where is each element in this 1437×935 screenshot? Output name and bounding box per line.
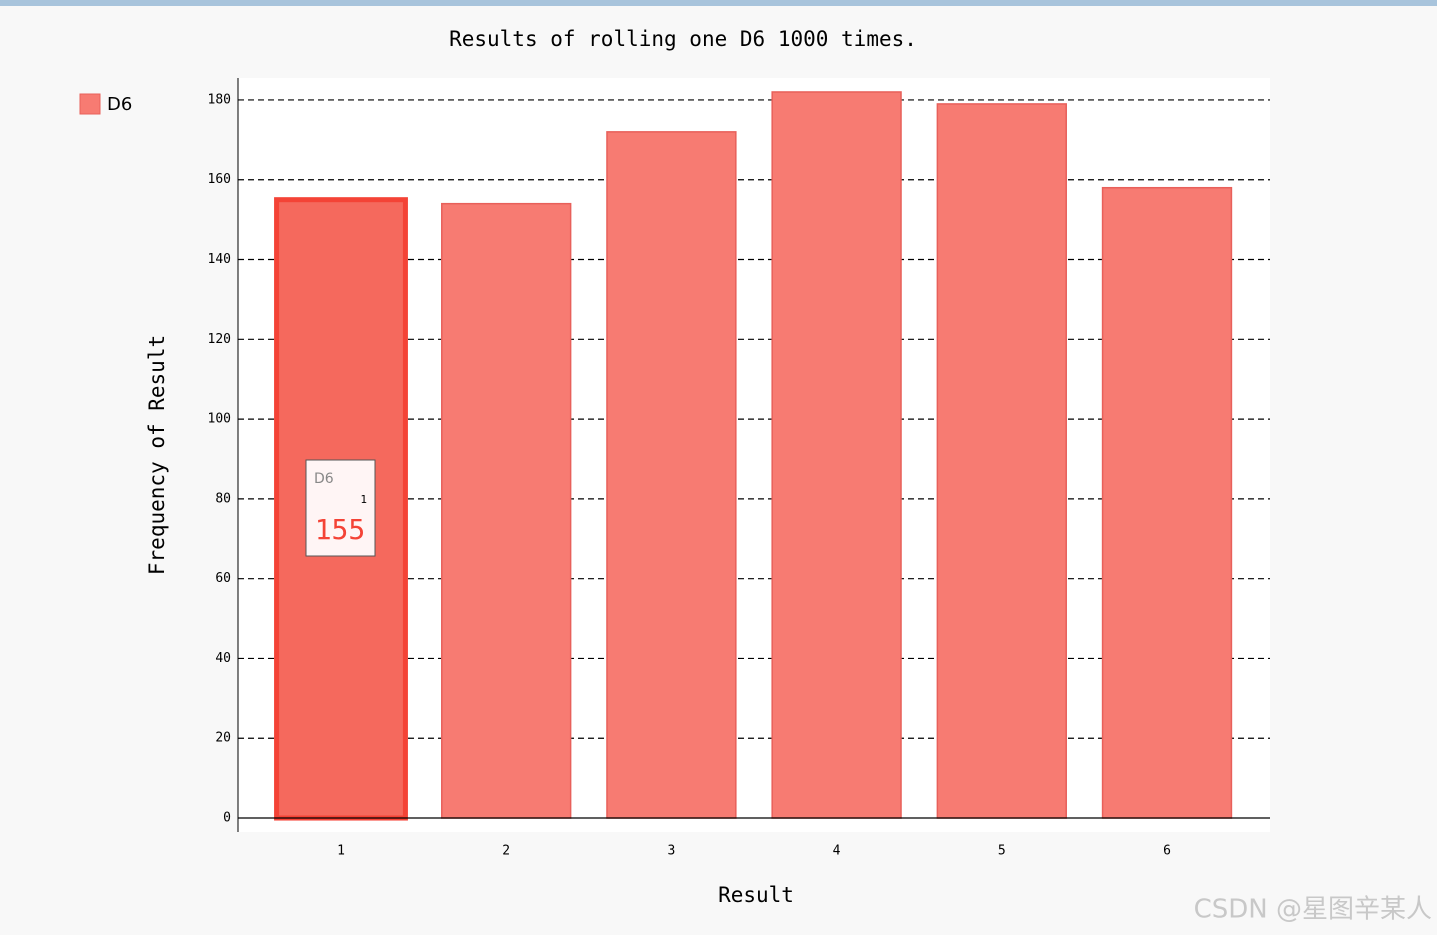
y-tick-label: 20 [215,731,231,746]
bar [771,91,902,819]
tooltip-category: 1 [360,493,367,506]
y-tick-label: 80 [215,491,231,506]
y-tick-label: 160 [208,172,231,187]
y-tick-label: 60 [215,571,231,586]
x-tick-label: 1 [337,844,345,859]
tooltip-value: 155 [315,513,366,546]
x-tick-label: 6 [1163,844,1171,859]
bar [441,202,572,819]
x-tick-label: 4 [833,844,841,859]
legend-label: D6 [107,94,132,115]
x-tick-label: 3 [667,844,675,859]
watermark: CSDN @星图辛某人 [1194,895,1432,925]
bar [606,131,737,819]
tooltip-series: D6 [314,471,334,487]
bar [1101,186,1233,819]
x-tick-label: 2 [502,844,510,859]
y-axis-title: Frequency of Result [145,335,169,575]
x-tick-label: 5 [998,844,1006,859]
y-tick-label: 120 [208,332,231,347]
legend-swatch [79,93,101,115]
y-tick-label: 40 [215,651,231,666]
tooltip-box [305,459,376,557]
browser-strip [0,0,1437,6]
y-tick-label: 100 [208,412,231,427]
y-tick-label: 140 [208,252,231,267]
chart-title: Results of rolling one D6 1000 times. [449,27,917,51]
bar [936,103,1067,819]
plot-area [238,78,1270,832]
y-tick-label: 0 [223,811,231,826]
y-tick-label: 180 [208,92,231,107]
x-axis-title: Result [718,883,794,907]
